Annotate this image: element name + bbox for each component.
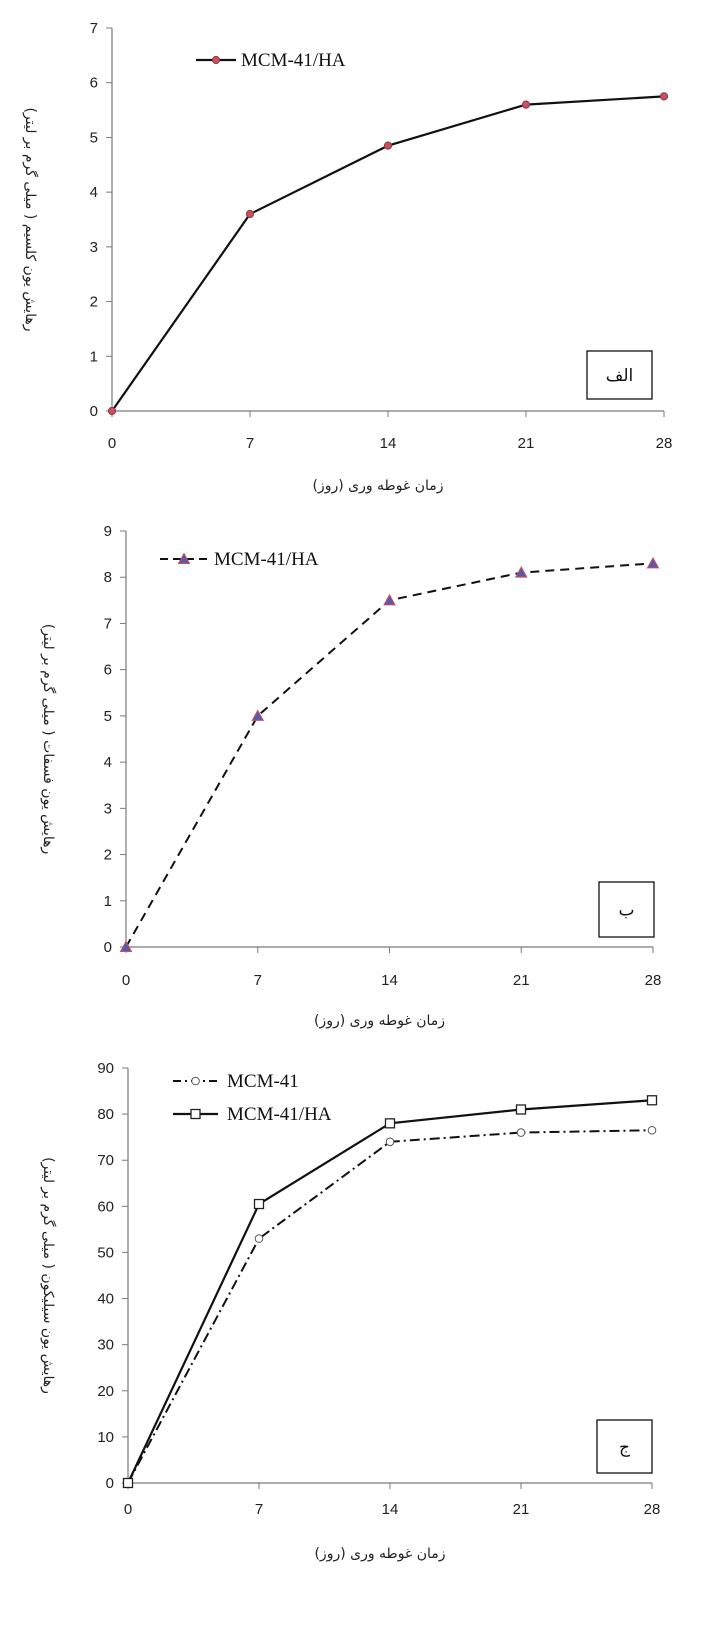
y-tick-label: 9 (104, 523, 112, 540)
panel-label-box (586, 350, 653, 400)
legend-label: MCM-41/HA (241, 50, 346, 71)
data-point (385, 1137, 395, 1147)
data-point (384, 1118, 396, 1129)
y-tick-label: 40 (97, 1291, 114, 1308)
y-tick-label: 7 (104, 615, 112, 632)
panel-label-box (598, 881, 655, 938)
data-point (383, 141, 393, 150)
y-tick-label: 6 (104, 662, 112, 679)
legend-label: MCM-41/HA (227, 1104, 332, 1125)
x-tick-label: 0 (122, 972, 130, 989)
y-tick-label: 60 (97, 1198, 114, 1215)
y-tick-label: 30 (97, 1337, 114, 1354)
data-point (253, 1198, 265, 1210)
data-point (245, 209, 255, 219)
series-1 (123, 1125, 657, 1488)
y-tick-label: 0 (104, 939, 112, 956)
legend-entry-1: MCM-41/HA (196, 50, 346, 71)
data-point (646, 556, 660, 569)
legend-entry-1: MCM-41 (173, 1071, 299, 1092)
chart-panel-2: 0 1 2 3 4 5 6 7 8 9 0 7 14 21 28 زمان غوطه وری (روز) رها… (40, 523, 661, 1029)
data-point (119, 940, 133, 952)
legend-label: MCM-41/HA (214, 549, 319, 570)
data-point (516, 1128, 526, 1137)
x-tick-label: 14 (380, 435, 397, 452)
x-tick-label: 14 (381, 972, 398, 989)
series-1 (119, 556, 660, 952)
panel-label: الف (606, 366, 634, 386)
data-point (514, 566, 528, 578)
x-tick-label: 28 (645, 972, 662, 989)
y-tick-label: 1 (90, 348, 98, 365)
x-tick-label: 21 (513, 1501, 530, 1518)
y-tick-label: 6 (90, 75, 98, 92)
y-tick-label: 4 (90, 184, 98, 201)
y-tick-label: 20 (97, 1383, 114, 1400)
chart-panel-1: 0 1 2 3 4 5 6 7 0 7 14 21 28 زمان غوطه وری (روز) رهایش… (22, 20, 672, 494)
data-point (122, 1477, 134, 1489)
x-axis-label: زمان غوطه وری (روز) (314, 1546, 445, 1562)
x-tick-label: 14 (382, 1501, 399, 1518)
data-point (659, 92, 669, 101)
data-point (251, 709, 265, 721)
y-tick-label: 0 (106, 1475, 114, 1492)
x-tick-label: 7 (254, 972, 262, 989)
y-axis-label: رهایش یون کلسیم ( میلی گرم بر لیتر) (22, 107, 39, 331)
x-tick-label: 0 (124, 1501, 132, 1518)
legend-label: MCM-41 (227, 1071, 299, 1092)
y-tick-label: 3 (104, 800, 112, 817)
y-axis-label: رهایش یون فسفات ( میلی گرم بر لیتر) (40, 624, 57, 855)
legend-marker (177, 552, 191, 564)
series-line (125, 562, 654, 948)
data-point (107, 406, 117, 416)
data-point (254, 1234, 264, 1243)
x-axis-label: زمان غوطه وری (روز) (312, 478, 443, 494)
series-2 (122, 1095, 658, 1489)
y-tick-label: 1 (104, 893, 112, 910)
legend-marker (190, 1108, 201, 1120)
x-tick-label: 7 (246, 435, 254, 452)
panel-label: ب (618, 901, 634, 921)
x-tick-label: 7 (255, 1501, 263, 1518)
y-tick-label: 2 (90, 294, 98, 311)
panel-label: ج (619, 1438, 630, 1458)
y-axis-label: رهایش یون سیلیکون ( میلی گرم بر لیتر) (40, 1157, 57, 1394)
y-tick-label: 50 (97, 1244, 114, 1261)
data-point (515, 1104, 527, 1115)
x-tick-label: 0 (108, 435, 116, 452)
y-tick-label: 3 (90, 239, 98, 256)
series-line (127, 1129, 653, 1484)
data-point (646, 1095, 658, 1106)
y-tick-label: 2 (104, 847, 112, 864)
x-tick-label: 21 (513, 972, 530, 989)
x-tick-label: 28 (656, 435, 673, 452)
legend-marker (211, 55, 221, 65)
y-tick-label: 7 (90, 20, 98, 37)
legend-entry-2: MCM-41/HA (173, 1104, 332, 1125)
y-tick-label: 5 (104, 708, 112, 725)
x-tick-label: 28 (644, 1501, 661, 1518)
data-point (383, 593, 396, 606)
data-point (647, 1125, 657, 1135)
legend-entry-1: MCM-41/HA (160, 549, 319, 570)
data-point (521, 100, 531, 109)
panel-label-box (596, 1419, 653, 1474)
chart-panel-3: 0 10 20 30 40 50 60 70 80 90 0 7 14 21 28 زمان غوطه وری… (40, 1060, 660, 1562)
y-tick-label: 80 (97, 1106, 114, 1123)
y-tick-label: 70 (97, 1152, 114, 1169)
x-axis-label: زمان غوطه وری (روز) (314, 1013, 445, 1029)
y-tick-label: 4 (104, 754, 112, 771)
x-tick-label: 21 (518, 435, 535, 452)
legend-marker (191, 1076, 200, 1086)
y-tick-label: 0 (90, 403, 98, 420)
series-line (127, 1099, 653, 1484)
y-tick-label: 5 (90, 129, 98, 146)
y-tick-label: 10 (97, 1429, 114, 1446)
series-1 (107, 92, 669, 416)
y-tick-label: 8 (104, 569, 112, 586)
y-tick-label: 90 (97, 1060, 114, 1077)
